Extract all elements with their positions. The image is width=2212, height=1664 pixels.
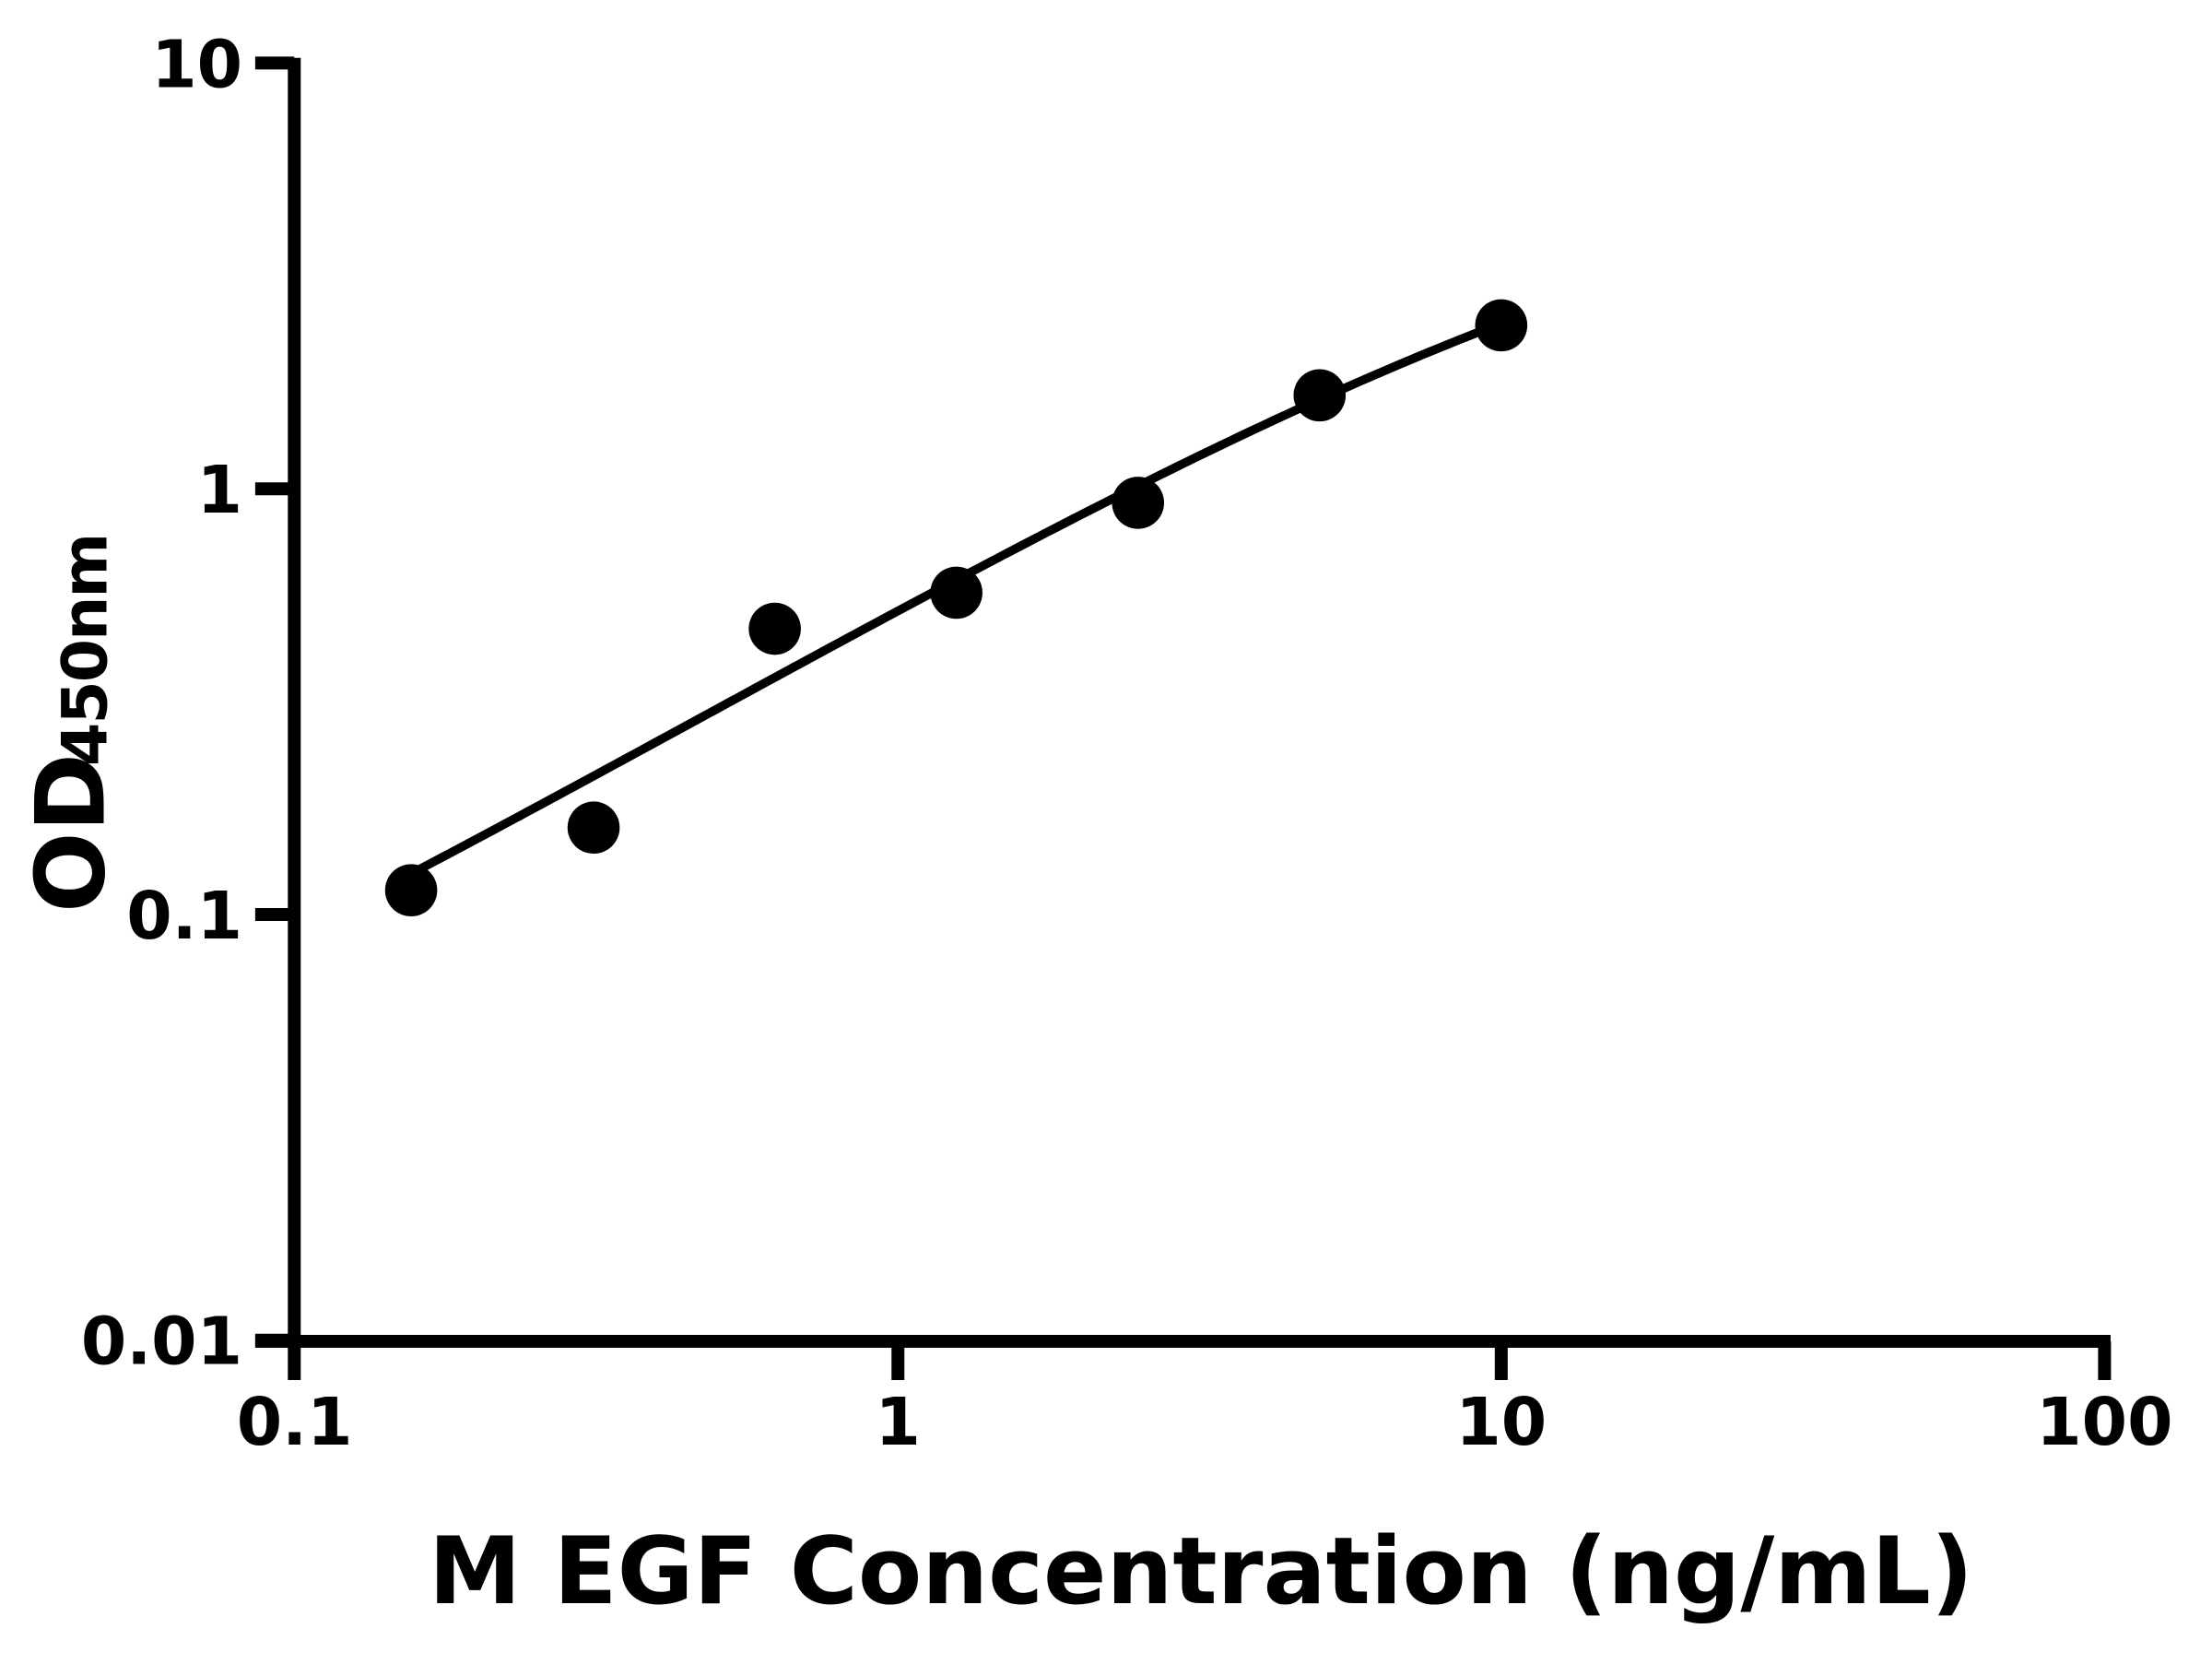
data-point [748,602,801,655]
y-tick-labels: 10 1 0.1 0.01 [81,26,242,1379]
data-point [1293,369,1347,422]
y-tick-label: 0.1 [126,878,242,954]
data-point [1112,477,1165,529]
y-tick-label: 0.01 [81,1304,242,1380]
y-axis-title-main: OD [17,753,127,913]
y-axis-title: OD450nm [17,535,127,913]
y-axis-title-subscript: 450nm [50,535,123,766]
data-point [930,566,982,620]
data-point [384,864,438,916]
y-tick-label: 10 [151,26,242,102]
axes [254,56,2112,1380]
data-point [1475,299,1528,352]
x-tick-label: 100 [2036,1384,2172,1460]
data-points [384,299,1528,916]
x-tick-label: 10 [1455,1384,1547,1460]
x-axis-title: M EGF Concentration (ng/mL) [429,1516,1973,1625]
x-tick-labels: 0.1 1 10 100 [237,1384,2173,1460]
x-tick-label: 1 [876,1384,921,1460]
x-tick-label: 0.1 [237,1384,353,1460]
data-point [567,801,620,855]
y-tick-label: 1 [197,452,242,528]
